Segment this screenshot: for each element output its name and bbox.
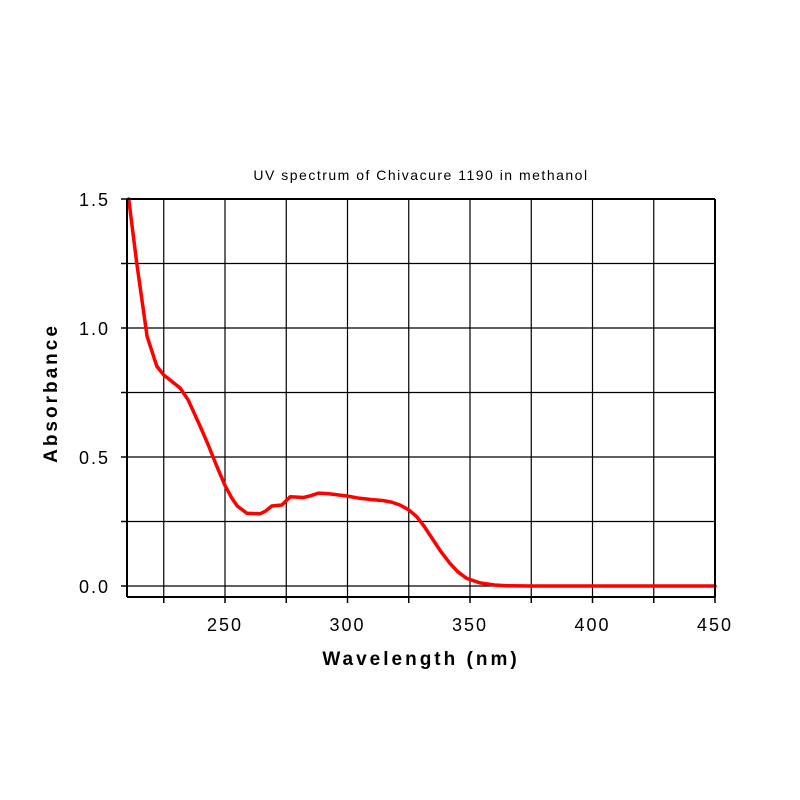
x-tick-label: 350 bbox=[452, 615, 488, 635]
series-layer bbox=[126, 197, 717, 588]
spectrum-line bbox=[126, 197, 717, 588]
ticks bbox=[121, 198, 716, 603]
y-tick-label: 0.5 bbox=[79, 448, 110, 468]
y-tick-label: 0.0 bbox=[79, 577, 110, 597]
chart-title: UV spectrum of Chivacure 1190 in methano… bbox=[253, 167, 588, 183]
y-axis-label: Absorbance bbox=[41, 323, 62, 463]
y-tick-label: 1.5 bbox=[79, 190, 110, 210]
y-tick-label: 1.0 bbox=[79, 319, 110, 339]
x-tick-label: 450 bbox=[697, 615, 733, 635]
x-tick-label: 300 bbox=[329, 615, 365, 635]
x-tick-label: 400 bbox=[574, 615, 610, 635]
tick-labels: 250 300 350 400 450 0.0 0.5 1.0 1.5 bbox=[79, 190, 733, 635]
grid bbox=[127, 198, 716, 597]
x-tick-label: 250 bbox=[207, 615, 243, 635]
x-axis-label: Wavelength (nm) bbox=[322, 649, 519, 670]
plot-frame bbox=[126, 198, 716, 598]
